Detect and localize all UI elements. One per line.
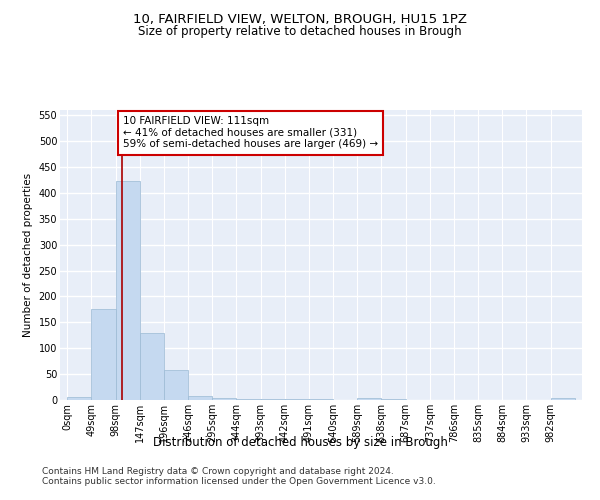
Text: Contains HM Land Registry data © Crown copyright and database right 2024.: Contains HM Land Registry data © Crown c… [42, 467, 394, 476]
Y-axis label: Number of detached properties: Number of detached properties [23, 173, 33, 337]
Text: 10 FAIRFIELD VIEW: 111sqm
← 41% of detached houses are smaller (331)
59% of semi: 10 FAIRFIELD VIEW: 111sqm ← 41% of detac… [123, 116, 378, 150]
Text: 10, FAIRFIELD VIEW, WELTON, BROUGH, HU15 1PZ: 10, FAIRFIELD VIEW, WELTON, BROUGH, HU15… [133, 12, 467, 26]
Bar [212, 398, 236, 400]
Bar [116, 182, 140, 400]
Bar [357, 398, 382, 400]
Text: Contains public sector information licensed under the Open Government Licence v3: Contains public sector information licen… [42, 477, 436, 486]
Bar [164, 370, 188, 400]
Bar [140, 332, 164, 400]
Text: Distribution of detached houses by size in Brough: Distribution of detached houses by size … [152, 436, 448, 449]
Bar [551, 398, 575, 400]
Bar [188, 396, 212, 400]
Text: Size of property relative to detached houses in Brough: Size of property relative to detached ho… [138, 25, 462, 38]
Bar [67, 398, 91, 400]
Bar [91, 310, 116, 400]
